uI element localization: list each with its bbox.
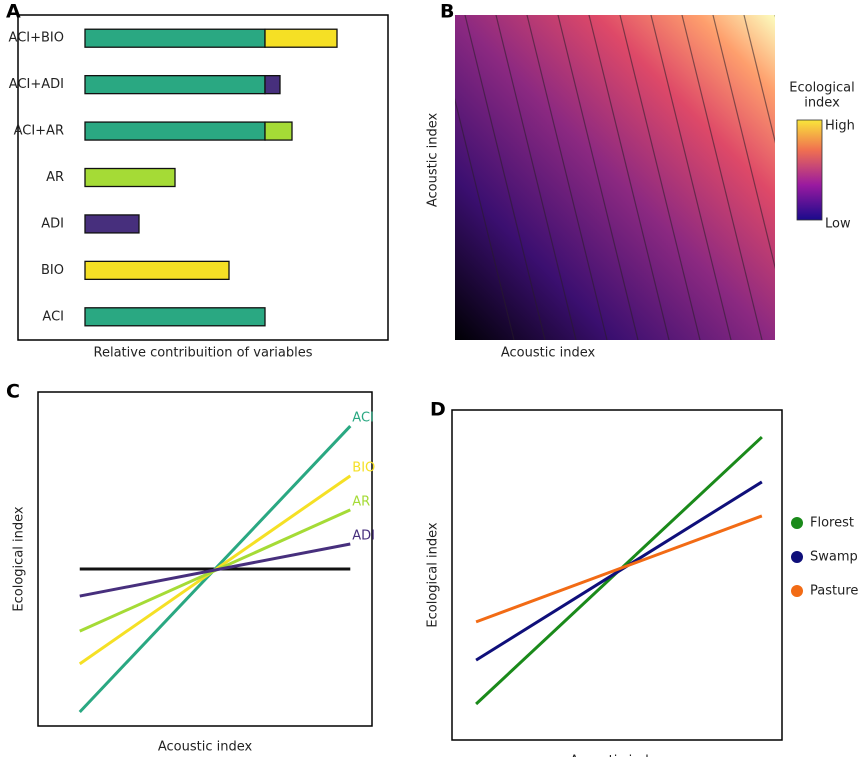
- colorbar-title: index: [804, 96, 840, 111]
- colorbar-label: Low: [825, 217, 851, 232]
- legend-label: Pasture: [810, 584, 858, 599]
- x-axis-label: Acoustic index: [158, 740, 253, 755]
- contour-line: [743, 15, 775, 144]
- category-label: ACI+BIO: [9, 31, 64, 46]
- bar-segment: [84, 260, 230, 281]
- bar-segment: [264, 121, 293, 141]
- colorbar: [796, 119, 823, 221]
- contour-line: [495, 15, 577, 340]
- x-axis-label: Acoustic index: [570, 754, 665, 757]
- x-axis-label: Acoustic index: [501, 346, 596, 361]
- contour-line: [712, 15, 775, 270]
- panel-label: C: [6, 381, 20, 403]
- heatmap: [455, 15, 775, 340]
- line-label: ADI: [352, 528, 375, 543]
- bar-segment: [264, 28, 338, 48]
- heatmap-fill: [455, 15, 775, 340]
- x-axis-label: Relative contribuition of variables: [94, 346, 313, 361]
- y-axis-label: Ecological index: [426, 522, 441, 627]
- contour-line: [650, 15, 732, 340]
- colorbar-label: High: [825, 119, 855, 134]
- legend-marker: [791, 551, 803, 563]
- category-label: BIO: [41, 263, 64, 278]
- y-axis-label: Ecological index: [12, 506, 27, 611]
- line-label: BIO: [352, 460, 375, 475]
- contour-line: [526, 15, 608, 340]
- plot-frame: [37, 391, 373, 727]
- contour-line: [557, 15, 639, 340]
- bar-segment: [84, 74, 266, 95]
- contour-line: [464, 15, 546, 340]
- plot-frame: [451, 409, 783, 741]
- category-label: AR: [46, 170, 64, 185]
- contour-line: [588, 15, 670, 340]
- contour-line: [455, 97, 515, 340]
- bar-segment: [84, 121, 266, 141]
- category-label: ADI: [41, 216, 64, 231]
- line-label: AR: [352, 494, 370, 509]
- category-label: ACI: [42, 309, 64, 324]
- bar-segment: [84, 214, 140, 234]
- contour-line: [619, 15, 701, 340]
- series-line: [79, 542, 351, 598]
- bar-segment: [264, 74, 281, 95]
- bar-segment: [84, 307, 266, 327]
- plot-frame: [17, 14, 389, 341]
- legend-label: Florest: [810, 516, 854, 531]
- panel-label: D: [430, 399, 446, 421]
- series-line: [475, 480, 763, 662]
- bar-segment: [84, 28, 266, 48]
- panel-label: B: [440, 1, 454, 23]
- legend-marker: [791, 585, 803, 597]
- legend-marker: [791, 517, 803, 529]
- series-line: [475, 514, 763, 624]
- category-label: ACI+AR: [14, 124, 64, 139]
- y-axis-label: Acoustic index: [426, 113, 441, 208]
- bar-segment: [84, 167, 176, 188]
- category-label: ACI+ADI: [9, 77, 64, 92]
- contour-line: [681, 15, 763, 340]
- line-label: ACI: [352, 411, 374, 426]
- legend-label: Swamp: [810, 550, 858, 565]
- colorbar-title: Ecological: [789, 81, 854, 96]
